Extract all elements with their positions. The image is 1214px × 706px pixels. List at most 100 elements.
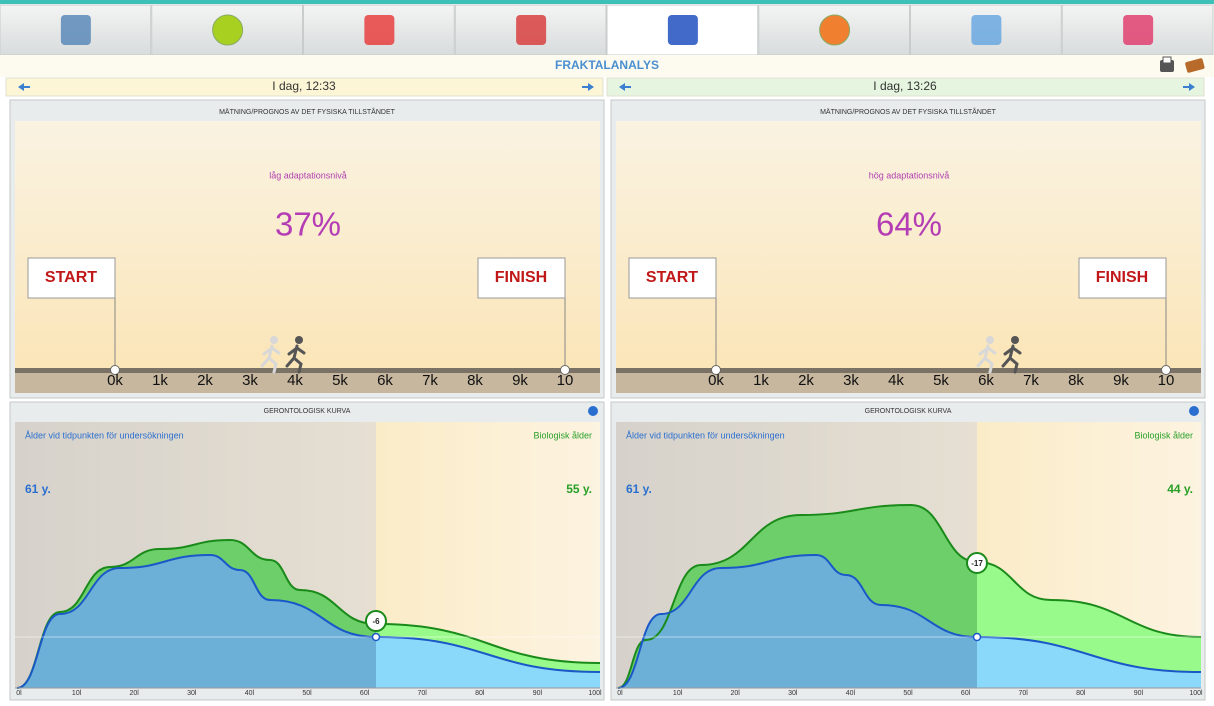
title-bar: [0, 55, 1214, 77]
distance-label: 7k: [1023, 372, 1039, 389]
info-button[interactable]: [1189, 406, 1199, 416]
distance-label: 7k: [422, 372, 438, 389]
bio-curve: [617, 503, 1202, 689]
bio-label: Biologisk ålder: [533, 430, 592, 440]
flag-foot: [1161, 365, 1171, 375]
next-arrow[interactable]: [582, 83, 594, 91]
age-label: Ålder vid tidpunkten för undersökningen: [25, 430, 184, 440]
distance-label: 3k: [843, 372, 859, 389]
date-bar: [606, 77, 1205, 97]
age-axis-label: 50l: [903, 690, 913, 697]
tab[interactable]: [0, 4, 152, 56]
age-axis-label: 100l: [1189, 690, 1203, 697]
tab[interactable]: [758, 4, 910, 56]
runner-head: [270, 336, 278, 344]
adaptation-percent: 64%: [876, 206, 942, 243]
distance-label: 1k: [753, 372, 769, 389]
age-axis-label: 30l: [187, 690, 197, 697]
age-axis-label: 10l: [673, 690, 683, 697]
distance-label: 4k: [888, 372, 904, 389]
age-axis-label: 70l: [1019, 690, 1029, 697]
distance-label: 2k: [197, 372, 213, 389]
track-line: [15, 368, 600, 373]
tab[interactable]: [1061, 4, 1214, 56]
tab-icon: [60, 15, 91, 45]
panel: I dag, 13:26 MÄTNING/PROGNOS AV DET FYSIS…: [606, 77, 1206, 701]
prev-arrow[interactable]: [619, 83, 631, 91]
tab-icon: [212, 14, 244, 46]
tab[interactable]: [910, 4, 1062, 56]
difference-badge: [966, 552, 988, 574]
bio-curve: [16, 538, 601, 689]
age-curve: [617, 553, 1202, 689]
age-axis-label: 100l: [588, 690, 602, 697]
difference-badge: [365, 610, 387, 632]
age-axis-label: 70l: [418, 690, 428, 697]
distance-label: 1k: [152, 372, 168, 389]
runner-body: [260, 344, 281, 374]
distance-label: 0k: [708, 372, 724, 389]
flag-foot: [560, 365, 570, 375]
runner-body: [1001, 344, 1022, 374]
section-title: MÄTNING/PROGNOS AV DET FYSISKA TILLSTÅND…: [219, 107, 396, 116]
tab-icon: [516, 15, 547, 45]
flag-foot: [110, 365, 120, 375]
runner: [1001, 336, 1022, 374]
distance-label: 6k: [377, 372, 393, 389]
section-title: MÄTNING/PROGNOS AV DET FYSISKA TILLSTÅND…: [820, 107, 997, 116]
section-title: GERONTOLOGISK KURVA: [264, 408, 351, 415]
distance-label: 4k: [287, 372, 303, 389]
flag-label: FINISH: [495, 269, 547, 286]
flag-label: START: [45, 269, 97, 286]
age-axis-label: 90l: [533, 690, 543, 697]
age-label: Ålder vid tidpunkten för undersökningen: [626, 430, 785, 440]
age-axis-label: 60l: [961, 690, 971, 697]
prev-arrow[interactable]: [18, 83, 30, 91]
age-axis-label: 20l: [130, 690, 140, 697]
bio-age-value: 55 y.: [566, 482, 592, 496]
age-axis-label: 60l: [360, 690, 370, 697]
age-area: [376, 637, 600, 688]
tab[interactable]: [454, 4, 607, 56]
top-accent: [0, 0, 1214, 4]
track-sky: [15, 121, 600, 393]
flag-finish: [1078, 257, 1167, 299]
runner-body: [976, 344, 997, 374]
distance-label: 9k: [1113, 372, 1129, 389]
book-button[interactable]: [1185, 58, 1205, 73]
difference-value: -6: [372, 617, 380, 626]
tab[interactable]: [606, 4, 759, 56]
runner-head: [986, 336, 994, 344]
distance-label: 6k: [978, 372, 994, 389]
distance-label: 2k: [798, 372, 814, 389]
page-title: FRAKTALANALYS: [555, 58, 659, 72]
flag-finish: [477, 257, 566, 299]
tab-icon: [971, 15, 1002, 45]
difference-value: -17: [971, 559, 983, 568]
bio-label: Biologisk ålder: [1134, 430, 1193, 440]
age-axis-label: 0l: [617, 690, 623, 697]
flag-label: FINISH: [1096, 269, 1148, 286]
distance-label: 10: [1158, 372, 1175, 389]
track-ground: [616, 370, 1201, 393]
bio-age-value: 44 y.: [1167, 482, 1193, 496]
age-axis-label: 50l: [302, 690, 312, 697]
distance-label: 5k: [933, 372, 949, 389]
adaptation-level: låg adaptationsnivå: [269, 170, 347, 180]
info-button[interactable]: [588, 406, 598, 416]
next-arrow[interactable]: [1183, 83, 1195, 91]
age-area: [618, 555, 977, 688]
date-bar: [5, 77, 604, 97]
age-axis-label: 80l: [1076, 690, 1086, 697]
print-button[interactable]: [1160, 56, 1174, 72]
age-area: [977, 637, 1201, 688]
adaptation-percent: 37%: [275, 206, 341, 243]
tab[interactable]: [151, 4, 303, 56]
distance-label: 3k: [242, 372, 258, 389]
tab[interactable]: [303, 4, 455, 56]
flag-start: [628, 257, 717, 299]
age-marker: [972, 632, 982, 642]
age-curve: [16, 553, 601, 689]
age-axis-label: 90l: [1134, 690, 1144, 697]
